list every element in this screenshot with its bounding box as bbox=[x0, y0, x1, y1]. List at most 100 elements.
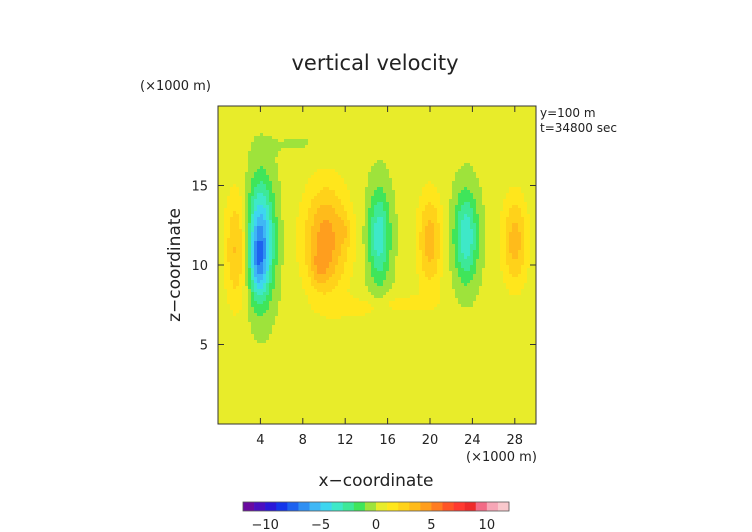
heatmap-cell bbox=[332, 286, 336, 290]
heatmap-cell bbox=[233, 253, 237, 257]
heatmap-cell bbox=[296, 214, 300, 218]
heatmap-cell bbox=[296, 226, 300, 230]
heatmap-cell bbox=[275, 295, 279, 299]
heatmap-cell bbox=[233, 115, 237, 119]
heatmap-cell bbox=[308, 265, 312, 269]
heatmap-cell bbox=[305, 310, 309, 314]
heatmap-cell bbox=[221, 142, 225, 146]
heatmap-cell bbox=[254, 175, 258, 179]
heatmap-cell bbox=[335, 349, 339, 353]
heatmap-cell bbox=[278, 382, 282, 386]
heatmap-cell bbox=[323, 298, 327, 302]
heatmap-cell bbox=[335, 262, 339, 266]
heatmap-cell bbox=[239, 307, 243, 311]
heatmap-cell bbox=[260, 325, 264, 329]
heatmap-cell bbox=[269, 199, 273, 203]
heatmap-cell bbox=[254, 214, 258, 218]
heatmap-cell bbox=[314, 271, 318, 275]
heatmap-cell bbox=[290, 397, 294, 401]
heatmap-cell bbox=[317, 244, 321, 248]
heatmap-cell bbox=[239, 340, 243, 344]
heatmap-cell bbox=[293, 340, 297, 344]
heatmap-cell bbox=[323, 169, 327, 173]
heatmap-cell bbox=[338, 292, 342, 296]
heatmap-cell bbox=[272, 283, 276, 287]
heatmap-cell bbox=[299, 181, 303, 185]
heatmap-cell bbox=[356, 322, 360, 326]
heatmap-cell bbox=[335, 331, 339, 335]
heatmap-cell bbox=[317, 175, 321, 179]
heatmap-cell bbox=[248, 325, 252, 329]
heatmap-cell bbox=[299, 202, 303, 206]
heatmap-cell bbox=[302, 205, 306, 209]
heatmap-cell bbox=[317, 220, 321, 224]
heatmap-cell bbox=[287, 283, 291, 287]
heatmap-cell bbox=[308, 235, 312, 239]
heatmap-cell bbox=[305, 226, 309, 230]
heatmap-cell bbox=[302, 133, 306, 137]
heatmap-cell bbox=[308, 400, 312, 404]
heatmap-cell bbox=[263, 169, 267, 173]
heatmap-cell bbox=[353, 277, 357, 281]
heatmap-cell bbox=[287, 196, 291, 200]
heatmap-cell bbox=[248, 235, 252, 239]
heatmap-cell bbox=[236, 229, 240, 233]
heatmap-cell bbox=[293, 358, 297, 362]
heatmap-cell bbox=[263, 199, 267, 203]
heatmap-cell bbox=[320, 277, 324, 281]
heatmap-cell bbox=[275, 283, 279, 287]
heatmap-cell bbox=[287, 127, 291, 131]
heatmap-cell bbox=[302, 139, 306, 143]
heatmap-cell bbox=[353, 193, 357, 197]
heatmap-cell bbox=[227, 403, 231, 407]
heatmap-cell bbox=[350, 283, 354, 287]
heatmap-cell bbox=[275, 340, 279, 344]
heatmap-cell bbox=[329, 235, 333, 239]
heatmap-cell bbox=[311, 379, 315, 383]
heatmap-cell bbox=[248, 355, 252, 359]
heatmap-cell bbox=[224, 130, 228, 134]
heatmap-cell bbox=[230, 169, 234, 173]
heatmap-cell bbox=[326, 319, 330, 323]
heatmap-cell bbox=[230, 355, 234, 359]
heatmap-cell bbox=[242, 199, 246, 203]
heatmap-cell bbox=[245, 328, 249, 332]
heatmap-cell bbox=[293, 274, 297, 278]
heatmap-cell bbox=[314, 220, 318, 224]
heatmap-cell bbox=[311, 289, 315, 293]
heatmap-cell bbox=[293, 196, 297, 200]
heatmap-cell bbox=[329, 331, 333, 335]
heatmap-cell bbox=[341, 172, 345, 176]
heatmap-cell bbox=[245, 148, 249, 152]
heatmap-cell bbox=[218, 310, 222, 314]
heatmap-cell bbox=[239, 301, 243, 305]
heatmap-cell bbox=[326, 283, 330, 287]
heatmap-cell bbox=[218, 157, 222, 161]
heatmap-cell bbox=[341, 196, 345, 200]
heatmap-cell bbox=[254, 334, 258, 338]
heatmap-cell bbox=[266, 274, 270, 278]
heatmap-cell bbox=[356, 220, 360, 224]
heatmap-cell bbox=[338, 262, 342, 266]
heatmap-cell bbox=[239, 178, 243, 182]
heatmap-cell bbox=[293, 304, 297, 308]
heatmap-cell bbox=[344, 226, 348, 230]
heatmap-cell bbox=[338, 256, 342, 260]
heatmap-cell bbox=[230, 340, 234, 344]
heatmap-cell bbox=[239, 190, 243, 194]
heatmap-cell bbox=[299, 190, 303, 194]
heatmap-cell bbox=[326, 169, 330, 173]
heatmap-cell bbox=[275, 307, 279, 311]
heatmap-cell bbox=[329, 319, 333, 323]
heatmap-cell bbox=[341, 244, 345, 248]
heatmap-cell bbox=[257, 268, 261, 272]
heatmap-cell bbox=[224, 379, 228, 383]
heatmap-cell bbox=[335, 142, 339, 146]
heatmap-cell bbox=[296, 340, 300, 344]
heatmap-cell bbox=[302, 403, 306, 407]
heatmap-cell bbox=[263, 343, 267, 347]
heatmap-cell bbox=[317, 112, 321, 116]
heatmap-cell bbox=[218, 286, 222, 290]
heatmap-cell bbox=[236, 220, 240, 224]
heatmap-cell bbox=[224, 256, 228, 260]
